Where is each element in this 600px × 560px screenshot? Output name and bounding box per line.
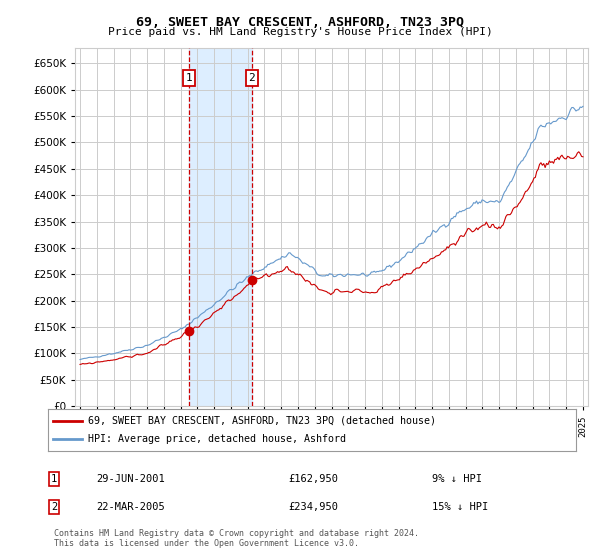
Text: 1: 1 [185, 73, 193, 83]
Text: £162,950: £162,950 [288, 474, 338, 484]
Text: 22-MAR-2005: 22-MAR-2005 [96, 502, 165, 512]
Text: £234,950: £234,950 [288, 502, 338, 512]
Text: 15% ↓ HPI: 15% ↓ HPI [432, 502, 488, 512]
Text: 69, SWEET BAY CRESCENT, ASHFORD, TN23 3PQ (detached house): 69, SWEET BAY CRESCENT, ASHFORD, TN23 3P… [88, 416, 436, 426]
Text: 29-JUN-2001: 29-JUN-2001 [96, 474, 165, 484]
Text: 1: 1 [51, 474, 57, 484]
Bar [189, 48, 252, 406]
Text: 9% ↓ HPI: 9% ↓ HPI [432, 474, 482, 484]
Text: Contains HM Land Registry data © Crown copyright and database right 2024.
This d: Contains HM Land Registry data © Crown c… [54, 529, 419, 548]
Text: HPI: Average price, detached house, Ashford: HPI: Average price, detached house, Ashf… [88, 434, 346, 444]
Text: 2: 2 [248, 73, 255, 83]
Text: 69, SWEET BAY CRESCENT, ASHFORD, TN23 3PQ: 69, SWEET BAY CRESCENT, ASHFORD, TN23 3P… [136, 16, 464, 29]
Text: 2: 2 [51, 502, 57, 512]
Text: Price paid vs. HM Land Registry's House Price Index (HPI): Price paid vs. HM Land Registry's House … [107, 27, 493, 37]
